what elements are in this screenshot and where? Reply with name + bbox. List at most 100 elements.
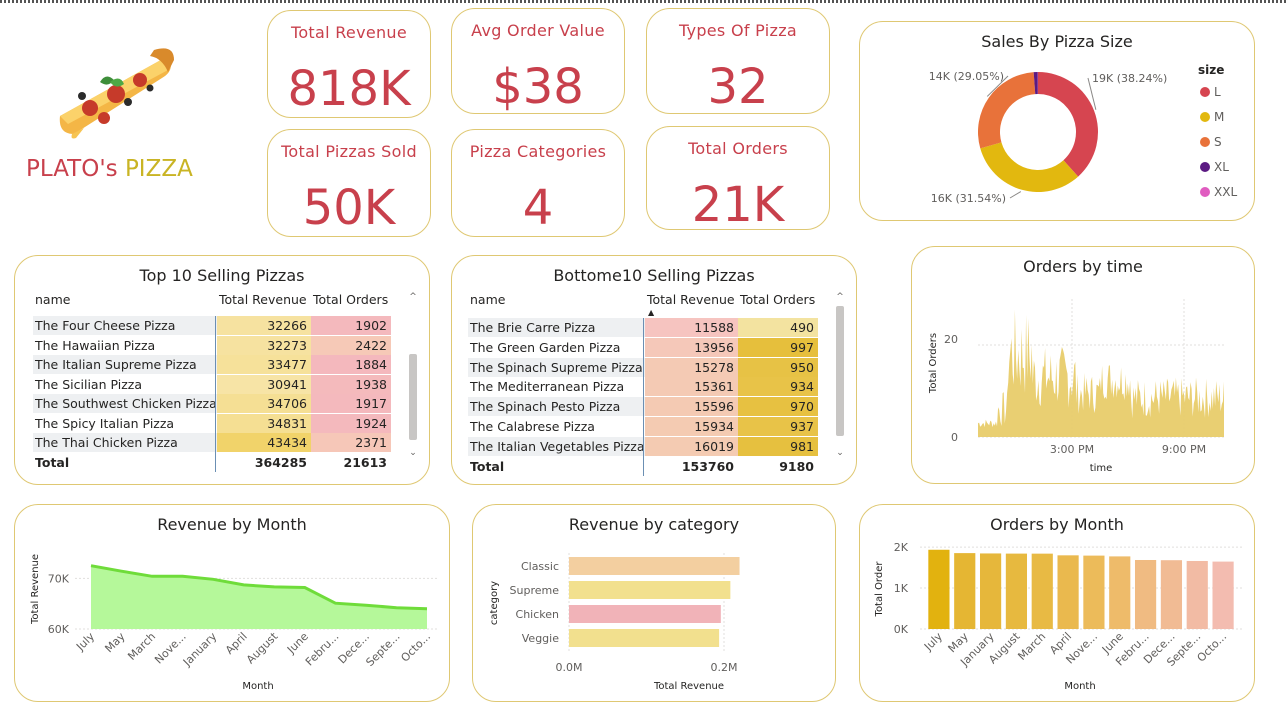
total-orders: 21613 [343, 454, 388, 470]
x-tick-label: Septe... [363, 630, 402, 669]
cell-name: The Mediterranean Pizza [470, 379, 625, 395]
brand-name-part2: PIZZA [124, 156, 193, 182]
table-row[interactable]: The Spicy Italian Pizza 34831 1924 [33, 413, 391, 433]
table-row[interactable]: The Sicilian Pizza 30941 1938 [33, 374, 391, 394]
cell-name: The Spinach Supreme Pizza [470, 359, 643, 375]
table-row[interactable]: The Hawaiian Pizza 32273 2422 [33, 335, 391, 355]
column-header-name[interactable]: name [470, 292, 506, 307]
table-row[interactable]: The Spinach Supreme Pizza 15278 950 [468, 357, 818, 377]
orders-by-time-chart: 20 0 3:00 PM 9:00 PM time Total Orders [928, 299, 1224, 474]
kpi-card-total-revenue[interactable]: Total Revenue 818K [267, 10, 431, 118]
kpi-label: Total Pizzas Sold [281, 142, 417, 161]
table-row[interactable]: The Italian Supreme Pizza 33477 1884 [33, 355, 391, 374]
kpi-value: 818K [287, 61, 411, 117]
kpi-card-pizza-categories[interactable]: Pizza Categories 4 [451, 129, 625, 237]
kpi-value: 50K [302, 180, 396, 236]
cell-revenue: 15934 [645, 417, 738, 436]
legend-marker-xl [1200, 162, 1210, 172]
chart-title: Sales By Pizza Size [981, 32, 1133, 51]
column-header-total-orders[interactable]: Total Orders [313, 292, 389, 307]
scroll-thumb[interactable] [409, 354, 417, 440]
legend-item-m: M [1214, 110, 1224, 124]
scroll-down-icon[interactable]: ⌄ [836, 448, 844, 458]
cell-orders: 1902 [311, 316, 391, 335]
scroll-up-icon[interactable]: ^ [836, 292, 844, 302]
bar-supreme [569, 581, 731, 599]
table-row[interactable]: The Mediterranean Pizza 15361 934 [468, 377, 818, 397]
top-dotted-border [0, 0, 1287, 3]
cell-revenue: 34831 [217, 413, 311, 433]
bar-5 [1057, 555, 1079, 629]
bottom10-table-card[interactable]: Bottome10 Selling Pizzas name Total Reve… [451, 255, 857, 485]
legend-marker-xxl [1200, 187, 1210, 197]
y-axis-label: Total Order [874, 561, 885, 618]
cell-orders: 490 [738, 318, 818, 337]
scroll-up-icon[interactable]: ^ [409, 292, 417, 302]
y-tick-label: 1K [894, 582, 909, 595]
kpi-card-total-pizzas-sold[interactable]: Total Pizzas Sold 50K [267, 129, 431, 237]
cell-name: The Italian Vegetables Pizza [470, 438, 645, 454]
sales-by-size-card[interactable]: Sales By Pizza Size 19K (38.24%) 16K (31.… [859, 21, 1255, 221]
table-title: Bottome10 Selling Pizzas [553, 266, 755, 285]
y-tick-label: 60K [48, 623, 70, 636]
bar-4 [1031, 553, 1053, 629]
donut-slice-m [980, 142, 1079, 193]
sort-desc-icon[interactable]: ▲ [648, 308, 655, 317]
category-label: Veggie [522, 632, 559, 645]
table-scrollbar[interactable]: ^ ⌄ [835, 292, 845, 462]
cell-revenue: 15361 [645, 377, 738, 397]
bar-9 [1160, 560, 1183, 629]
kpi-value: $38 [492, 59, 584, 114]
table-row[interactable]: The Southwest Chicken Pizza 34706 1917 [33, 394, 391, 413]
x-tick-label: July [73, 630, 97, 654]
cell-name: The Italian Supreme Pizza [35, 357, 197, 372]
revenue-by-month-card[interactable]: Revenue by Month July May March Nove... Janu… [14, 504, 450, 702]
chart-title: Revenue by category [568, 515, 740, 534]
column-header-total-orders[interactable]: Total Orders [740, 292, 816, 307]
cell-orders: 950 [738, 357, 818, 377]
total-label: Total [35, 454, 70, 470]
scroll-down-icon[interactable]: ⌄ [409, 448, 417, 458]
cell-revenue: 30941 [217, 374, 311, 394]
column-header-total-revenue[interactable]: Total Revenue [219, 292, 307, 307]
cell-revenue: 13956 [645, 337, 738, 357]
table-row[interactable]: The Calabrese Pizza 15934 937 [468, 417, 818, 436]
x-axis-label: Month [242, 681, 273, 692]
cell-name: The Spicy Italian Pizza [35, 415, 175, 431]
cell-name: The Hawaiian Pizza [35, 337, 156, 353]
cell-orders: 981 [738, 436, 818, 456]
orders-by-month-card[interactable]: Orders by Month July May January August Marc… [859, 504, 1255, 702]
y-tick-label: 0 [951, 431, 958, 444]
y-tick-label: 2K [894, 541, 909, 554]
table-scrollbar[interactable]: ^ ⌄ [408, 292, 418, 462]
kpi-label: Pizza Categories [469, 142, 607, 161]
table-row[interactable]: The Brie Carre Pizza 11588 490 [468, 318, 818, 337]
orders-by-time-card[interactable]: Orders by time 20 0 3:00 PM 9:00 PM time… [911, 246, 1255, 484]
legend-title: size [1198, 63, 1224, 77]
table-row[interactable]: The Thai Chicken Pizza 43434 2371 [33, 433, 391, 452]
kpi-card-types-of-pizza[interactable]: Types Of Pizza 32 [646, 8, 830, 114]
cell-orders: 2422 [311, 335, 391, 355]
scroll-thumb[interactable] [836, 306, 844, 436]
top10-table-card[interactable]: Top 10 Selling Pizzas name Total Revenue… [14, 255, 430, 485]
kpi-label: Avg Order Value [471, 21, 605, 40]
kpi-card-total-orders[interactable]: Total Orders 21K [646, 126, 830, 230]
cell-orders: 2371 [311, 433, 391, 452]
column-header-total-revenue[interactable]: Total Revenue [647, 292, 735, 307]
table-row[interactable]: The Green Garden Pizza 13956 997 [468, 337, 818, 357]
cell-orders: 1924 [311, 413, 391, 433]
kpi-label: Total Revenue [290, 23, 408, 42]
column-header-name[interactable]: name [35, 292, 71, 307]
cell-revenue: 32266 [217, 316, 311, 335]
top10-table: name Total Revenue Total Orders The Four… [33, 292, 393, 478]
bar-classic [569, 557, 740, 575]
kpi-value: 4 [522, 180, 554, 236]
table-total-row: Total 364285 21613 [33, 453, 391, 472]
x-tick-label: April [223, 630, 250, 657]
kpi-label: Types Of Pizza [678, 21, 798, 40]
kpi-card-avg-order-value[interactable]: Avg Order Value $38 [451, 8, 625, 114]
revenue-by-category-card[interactable]: Revenue by category Classic Supreme Chicke… [472, 504, 836, 702]
table-row[interactable]: The Four Cheese Pizza 32266 1902 [33, 316, 391, 335]
category-label: Classic [521, 560, 559, 573]
